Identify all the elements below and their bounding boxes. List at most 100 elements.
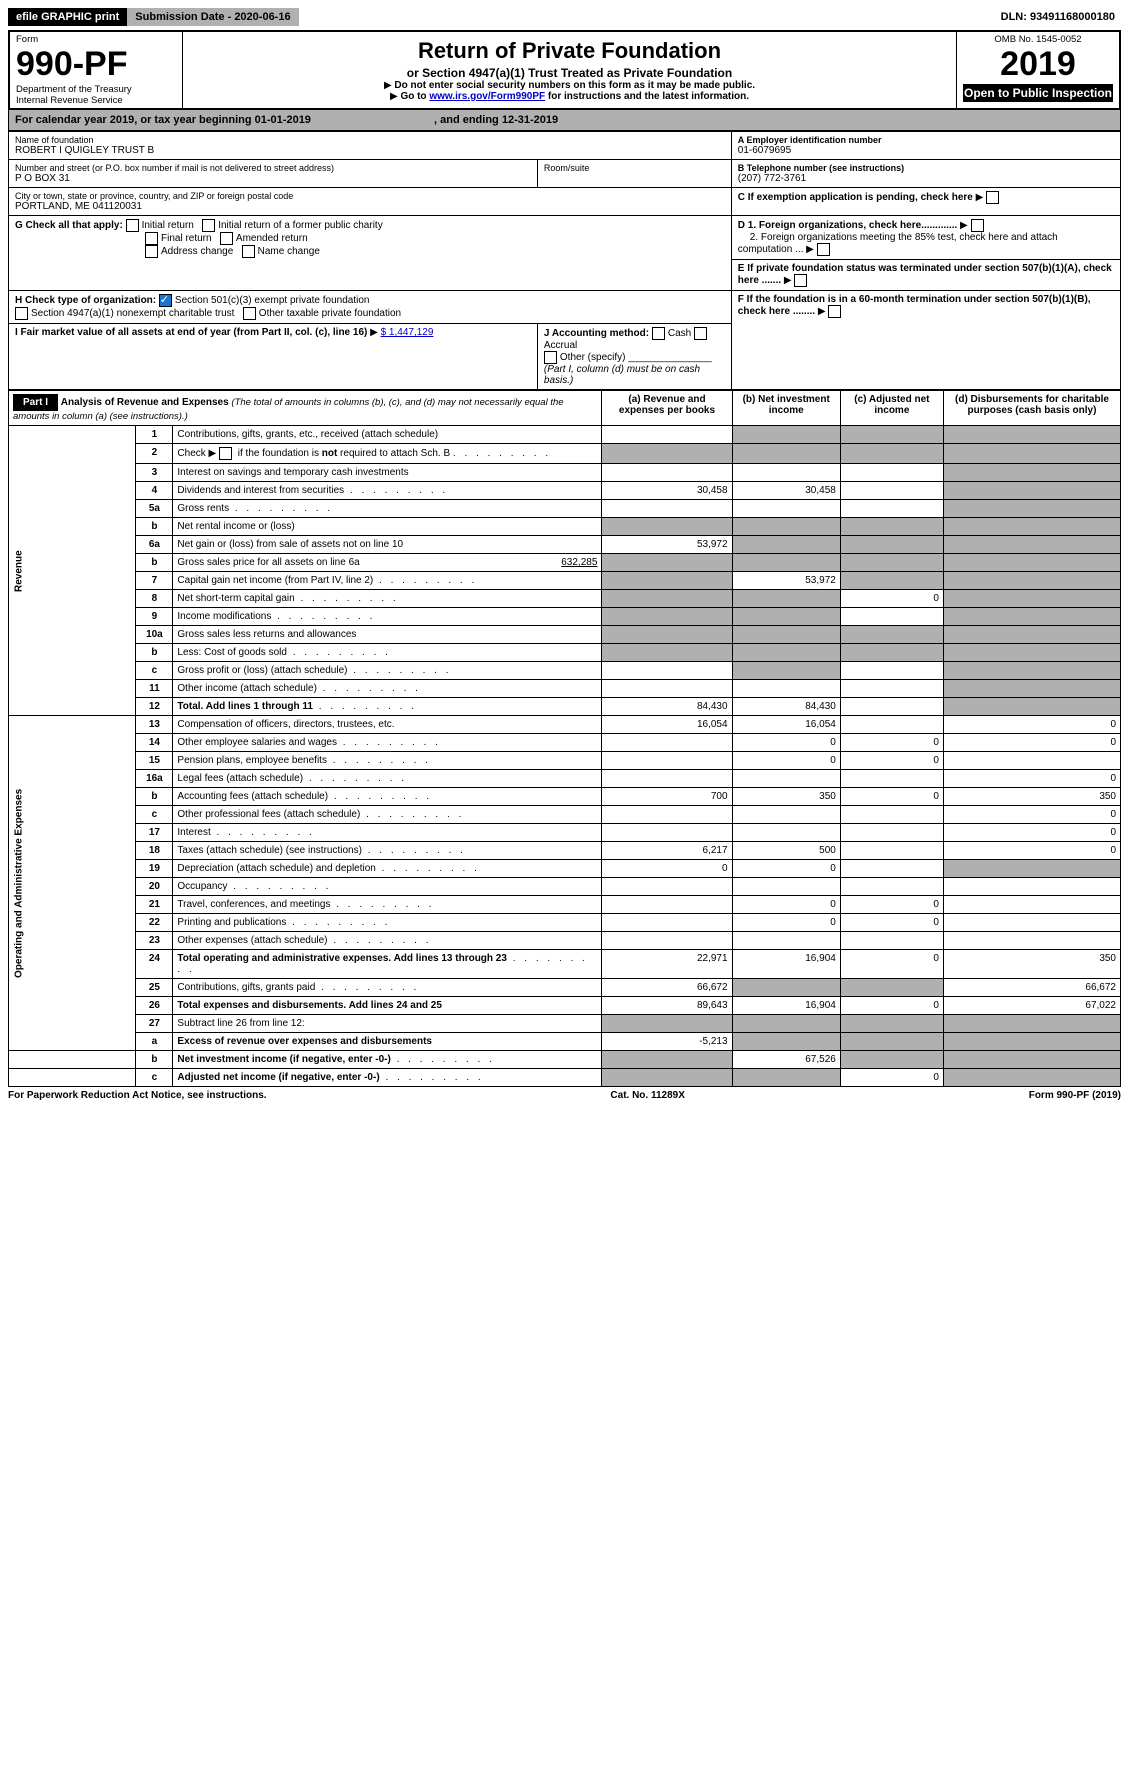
rd-8: Net short-term capital gain bbox=[173, 590, 602, 608]
rv-24c: 0 bbox=[840, 950, 943, 979]
rv-16ba: 700 bbox=[602, 788, 732, 806]
rv-25a: 66,672 bbox=[602, 979, 732, 997]
check-501c3[interactable] bbox=[159, 294, 172, 307]
rn-27b: b bbox=[136, 1051, 173, 1069]
note1: Do not enter social security numbers on … bbox=[394, 80, 755, 91]
check-d2[interactable] bbox=[817, 243, 830, 256]
rv-16ad: 0 bbox=[943, 770, 1120, 788]
check-initial-former[interactable] bbox=[202, 219, 215, 232]
rv-26d: 67,022 bbox=[943, 997, 1120, 1015]
footer: For Paperwork Reduction Act Notice, see … bbox=[8, 1090, 1121, 1101]
rd-27b: Net investment income (if negative, ente… bbox=[177, 1054, 390, 1065]
check-4947[interactable] bbox=[15, 307, 28, 320]
check-other-tax[interactable] bbox=[243, 307, 256, 320]
rd-1: Contributions, gifts, grants, etc., rece… bbox=[173, 426, 602, 444]
j-label: J Accounting method: bbox=[544, 328, 649, 339]
rd-6b-text: Gross sales price for all assets on line… bbox=[177, 557, 359, 568]
fmv-link[interactable]: $ 1,447,129 bbox=[381, 327, 434, 338]
rd-11: Other income (attach schedule) bbox=[173, 680, 602, 698]
rd-10a: Gross sales less returns and allowances bbox=[173, 626, 602, 644]
city: PORTLAND, ME 041120031 bbox=[15, 201, 725, 212]
phone: (207) 772-3761 bbox=[738, 173, 1114, 184]
rd-19: Depreciation (attach schedule) and deple… bbox=[173, 860, 602, 878]
rv-16bc: 0 bbox=[840, 788, 943, 806]
check-e[interactable] bbox=[794, 274, 807, 287]
check-initial[interactable] bbox=[126, 219, 139, 232]
check-c[interactable] bbox=[986, 191, 999, 204]
rn-1: 1 bbox=[136, 426, 173, 444]
efile-label[interactable]: efile GRAPHIC print bbox=[8, 8, 127, 26]
check-accrual[interactable] bbox=[694, 327, 707, 340]
submission-date: Submission Date - 2020-06-16 bbox=[127, 8, 298, 26]
footer-left: For Paperwork Reduction Act Notice, see … bbox=[8, 1090, 267, 1101]
check-schb[interactable] bbox=[219, 447, 232, 460]
rn-18: 18 bbox=[136, 842, 173, 860]
col-a: (a) Revenue and expenses per books bbox=[602, 391, 732, 426]
rd-17: Interest bbox=[173, 824, 602, 842]
rv-24a: 22,971 bbox=[602, 950, 732, 979]
rv-19a: 0 bbox=[602, 860, 732, 878]
check-d1[interactable] bbox=[971, 219, 984, 232]
rd-23: Other expenses (attach schedule) bbox=[173, 932, 602, 950]
addr-label: Number and street (or P.O. box number if… bbox=[15, 163, 531, 173]
footer-mid: Cat. No. 11289X bbox=[610, 1090, 684, 1101]
rv-21c: 0 bbox=[840, 896, 943, 914]
rd-5a: Gross rents bbox=[173, 500, 602, 518]
footer-right: Form 990-PF (2019) bbox=[1029, 1090, 1121, 1101]
form-subtitle: or Section 4947(a)(1) Trust Treated as P… bbox=[189, 66, 950, 80]
rd-15: Pension plans, employee benefits bbox=[173, 752, 602, 770]
rv-4a: 30,458 bbox=[602, 482, 732, 500]
rn-10c: c bbox=[136, 662, 173, 680]
rv-16bb: 350 bbox=[732, 788, 840, 806]
rv-24b: 16,904 bbox=[732, 950, 840, 979]
rv-26b: 16,904 bbox=[732, 997, 840, 1015]
lbl-initial-former: Initial return of a former public charit… bbox=[218, 220, 383, 231]
rd-7: Capital gain net income (from Part IV, l… bbox=[173, 572, 602, 590]
rv-18b: 500 bbox=[732, 842, 840, 860]
check-amended[interactable] bbox=[220, 232, 233, 245]
rn-15: 15 bbox=[136, 752, 173, 770]
expenses-section: Operating and Administrative Expenses bbox=[9, 716, 136, 1051]
rd-24: Total operating and administrative expen… bbox=[177, 953, 507, 964]
note2-suffix: for instructions and the latest informat… bbox=[548, 91, 749, 102]
rd-9: Income modifications bbox=[173, 608, 602, 626]
rv-19b: 0 bbox=[732, 860, 840, 878]
check-addr[interactable] bbox=[145, 245, 158, 258]
lbl-name: Name change bbox=[258, 246, 320, 257]
check-final[interactable] bbox=[145, 232, 158, 245]
rv-13b: 16,054 bbox=[732, 716, 840, 734]
dept: Department of the Treasury bbox=[16, 84, 176, 95]
rn-7: 7 bbox=[136, 572, 173, 590]
lbl-amended: Amended return bbox=[236, 233, 308, 244]
rv-18a: 6,217 bbox=[602, 842, 732, 860]
check-f[interactable] bbox=[828, 305, 841, 318]
check-other-acct[interactable] bbox=[544, 351, 557, 364]
rd-16a: Legal fees (attach schedule) bbox=[173, 770, 602, 788]
rn-10b: b bbox=[136, 644, 173, 662]
rn-16a: 16a bbox=[136, 770, 173, 788]
check-name[interactable] bbox=[242, 245, 255, 258]
irs-link[interactable]: www.irs.gov/Form990PF bbox=[429, 91, 545, 102]
rv-12b: 84,430 bbox=[732, 698, 840, 716]
cal-prefix: For calendar year 2019, or tax year begi… bbox=[15, 114, 255, 126]
d1-label: D 1. Foreign organizations, check here..… bbox=[738, 220, 958, 231]
rv-7b: 53,972 bbox=[732, 572, 840, 590]
rn-11: 11 bbox=[136, 680, 173, 698]
rd-5b: Net rental income or (loss) bbox=[173, 518, 602, 536]
part1-title: Analysis of Revenue and Expenses bbox=[61, 397, 229, 408]
form-title: Return of Private Foundation bbox=[189, 38, 950, 64]
lbl-h1: Section 501(c)(3) exempt private foundat… bbox=[175, 295, 370, 306]
ein: 01-6079695 bbox=[738, 145, 1114, 156]
rn-20: 20 bbox=[136, 878, 173, 896]
rd-27: Subtract line 26 from line 12: bbox=[173, 1015, 602, 1033]
lbl-addr: Address change bbox=[161, 246, 233, 257]
rd-26: Total expenses and disbursements. Add li… bbox=[177, 1000, 442, 1011]
identity-table: Name of foundation ROBERT I QUIGLEY TRUS… bbox=[8, 131, 1121, 390]
top-bar: efile GRAPHIC print Submission Date - 20… bbox=[8, 8, 1121, 26]
rn-19: 19 bbox=[136, 860, 173, 878]
dln: DLN: 93491168000180 bbox=[995, 8, 1121, 26]
rv-15b: 0 bbox=[732, 752, 840, 770]
check-cash[interactable] bbox=[652, 327, 665, 340]
i-label: I Fair market value of all assets at end… bbox=[15, 327, 367, 338]
note2-prefix: Go to bbox=[400, 91, 429, 102]
